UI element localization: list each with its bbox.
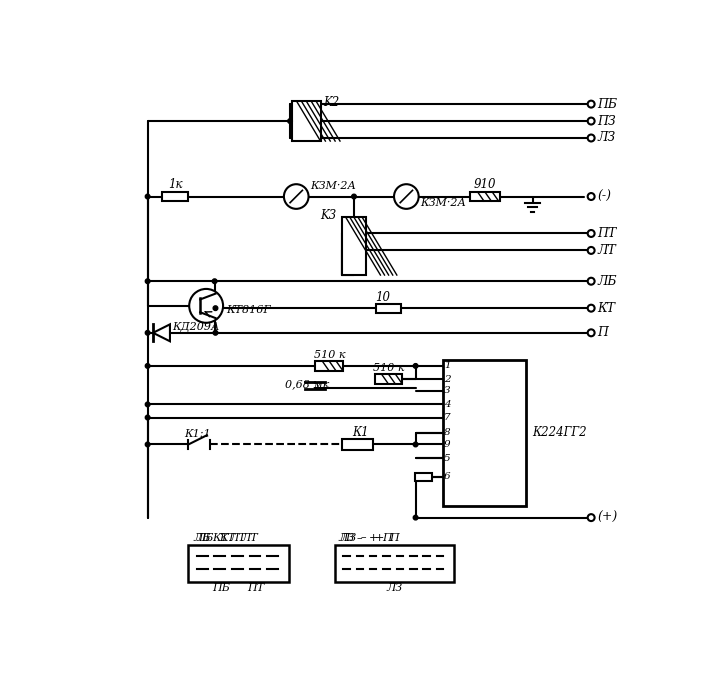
Text: ЛЗ: ЛЗ [386, 583, 403, 594]
Text: КЗМ·2А: КЗМ·2А [310, 181, 356, 191]
Text: КТ: КТ [220, 533, 236, 543]
Circle shape [145, 402, 150, 407]
Text: КТ: КТ [212, 533, 228, 544]
Polygon shape [189, 545, 288, 581]
Circle shape [394, 184, 419, 209]
Text: 7: 7 [444, 413, 450, 422]
Circle shape [414, 442, 418, 447]
Text: КТ: КТ [597, 301, 615, 314]
Text: ЛБ: ЛБ [197, 533, 214, 543]
Text: К1:1: К1:1 [184, 429, 211, 439]
Text: 1: 1 [444, 361, 450, 370]
Polygon shape [153, 324, 170, 341]
Text: ЛТ: ЛТ [241, 533, 258, 543]
Polygon shape [376, 303, 401, 313]
Text: (-): (-) [597, 190, 612, 203]
Text: ПЗ: ПЗ [597, 115, 616, 127]
Circle shape [588, 135, 594, 142]
Circle shape [351, 194, 356, 199]
Circle shape [145, 442, 150, 447]
Text: ЛЗ: ЛЗ [597, 131, 615, 144]
Text: ЛЗ: ЛЗ [338, 533, 354, 544]
Polygon shape [162, 192, 189, 201]
Text: 510 к: 510 к [314, 350, 345, 360]
Text: ПТ: ПТ [597, 227, 617, 240]
Text: 910: 910 [474, 178, 496, 191]
Polygon shape [442, 360, 526, 506]
Text: 2: 2 [444, 374, 450, 383]
Circle shape [145, 415, 150, 420]
Circle shape [414, 515, 418, 520]
Circle shape [588, 278, 594, 285]
Text: ПБ: ПБ [213, 583, 231, 594]
Polygon shape [315, 361, 343, 371]
Circle shape [588, 247, 594, 254]
Circle shape [588, 230, 594, 237]
Text: 4: 4 [444, 400, 450, 409]
Circle shape [213, 330, 218, 335]
Text: 510 к: 510 к [373, 363, 404, 373]
Text: 6: 6 [444, 472, 450, 482]
Text: 3: 3 [444, 386, 450, 395]
Text: K3: K3 [320, 209, 336, 222]
Text: ЛБ: ЛБ [597, 275, 617, 288]
Polygon shape [291, 101, 321, 141]
Text: ЛБ: ЛБ [194, 533, 211, 544]
Circle shape [588, 193, 594, 200]
Circle shape [189, 289, 223, 323]
Text: П: П [382, 533, 391, 544]
Polygon shape [470, 192, 500, 201]
Text: ЛТ: ЛТ [229, 533, 246, 544]
Circle shape [145, 364, 150, 368]
Text: ПБ: ПБ [597, 98, 617, 111]
Text: K2: K2 [323, 96, 339, 109]
Circle shape [588, 514, 594, 521]
Text: К224ГГ2: К224ГГ2 [532, 427, 586, 440]
Text: 1к: 1к [168, 178, 183, 191]
Text: ЛЗ: ЛЗ [341, 533, 356, 543]
Polygon shape [375, 374, 403, 384]
Text: КД209А: КД209А [172, 322, 220, 332]
Text: +: + [369, 533, 378, 544]
Circle shape [588, 100, 594, 107]
Text: КЗМ·2А: КЗМ·2А [420, 197, 466, 208]
Text: 8: 8 [444, 429, 450, 438]
Text: КТ816Г: КТ816Г [226, 305, 271, 314]
Polygon shape [342, 217, 367, 275]
Circle shape [145, 194, 150, 199]
Text: 5: 5 [444, 454, 450, 463]
Text: 9: 9 [444, 440, 450, 449]
Text: –: – [357, 533, 363, 544]
Circle shape [588, 118, 594, 125]
Text: К1: К1 [352, 426, 369, 439]
Text: 10: 10 [375, 291, 390, 304]
Text: ЛТ: ЛТ [597, 244, 616, 257]
Polygon shape [415, 473, 432, 481]
Text: –: – [361, 533, 367, 543]
Circle shape [284, 184, 309, 209]
Circle shape [213, 279, 217, 283]
Circle shape [588, 305, 594, 312]
Text: П: П [390, 533, 399, 543]
Circle shape [414, 364, 418, 368]
Circle shape [288, 119, 292, 123]
Text: ПТ: ПТ [247, 583, 264, 594]
Text: 0,68 мк: 0,68 мк [285, 379, 329, 389]
Polygon shape [343, 439, 373, 450]
Text: +: + [375, 533, 384, 543]
Circle shape [213, 306, 218, 310]
Polygon shape [335, 545, 454, 581]
Circle shape [588, 330, 594, 336]
Circle shape [145, 279, 150, 283]
Text: П: П [597, 326, 608, 339]
Circle shape [145, 330, 150, 335]
Text: (+): (+) [597, 511, 617, 524]
